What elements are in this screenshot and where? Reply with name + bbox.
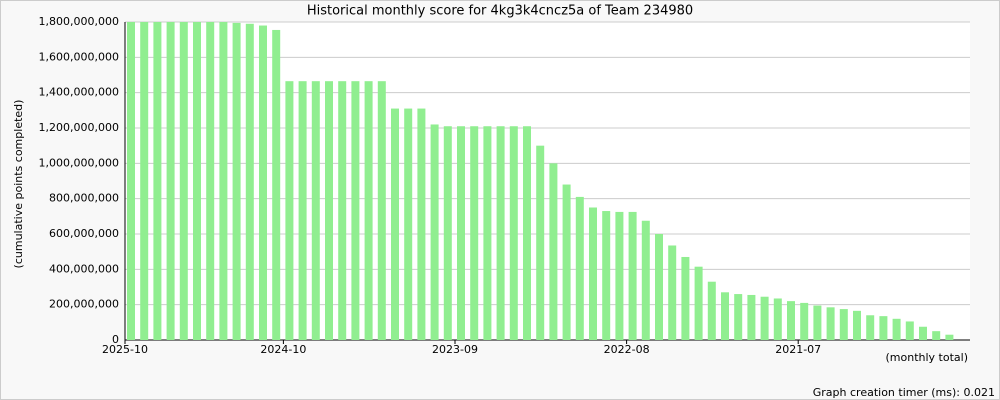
bar xyxy=(417,108,426,340)
bar xyxy=(311,81,320,340)
bar xyxy=(721,292,729,340)
bar xyxy=(391,108,399,340)
bar xyxy=(523,126,531,340)
bar xyxy=(338,81,347,340)
bar xyxy=(773,298,782,340)
y-tick-label: 1,600,000,000 xyxy=(39,50,119,63)
bar xyxy=(536,145,545,340)
bar xyxy=(787,301,795,340)
bar xyxy=(457,126,465,340)
bar xyxy=(866,315,875,340)
bar xyxy=(325,81,333,340)
bar xyxy=(193,22,201,340)
x-tick-label: 2021-07 xyxy=(775,343,821,356)
bar xyxy=(589,207,597,340)
bar xyxy=(734,294,743,340)
bar xyxy=(839,309,848,340)
bar xyxy=(879,316,888,340)
bar xyxy=(219,22,228,340)
bar xyxy=(140,22,149,340)
bar xyxy=(272,29,281,340)
bar xyxy=(602,211,611,340)
y-tick-label: 1,400,000,000 xyxy=(39,86,119,99)
bar xyxy=(826,307,835,340)
bar xyxy=(562,184,571,340)
bar xyxy=(932,331,941,340)
bar xyxy=(747,294,756,340)
bar xyxy=(404,108,413,340)
x-axis-label: (monthly total) xyxy=(886,351,969,364)
bar xyxy=(892,318,901,340)
bar xyxy=(232,22,241,341)
bar xyxy=(443,126,452,340)
y-axis-label: (cumulative points completed) xyxy=(12,100,25,269)
y-tick-label: 1,200,000,000 xyxy=(39,121,119,134)
chart-title: Historical monthly score for 4kg3k4cncz5… xyxy=(307,4,693,19)
bar xyxy=(127,22,135,340)
x-tick-label: 2023-09 xyxy=(432,343,478,356)
bar xyxy=(760,296,769,340)
bar xyxy=(707,281,716,340)
bar xyxy=(549,163,558,340)
y-tick-label: 0 xyxy=(112,333,119,346)
bar xyxy=(628,211,637,340)
bar xyxy=(153,22,162,340)
bar xyxy=(641,220,650,340)
bar xyxy=(259,25,267,341)
bar xyxy=(509,126,518,340)
bar xyxy=(575,196,584,340)
bar xyxy=(245,23,254,341)
x-tick-label: 2025-10 xyxy=(102,343,148,356)
bar xyxy=(483,126,492,340)
bar xyxy=(470,126,479,340)
bar xyxy=(615,211,624,340)
x-tick-label: 2022-08 xyxy=(604,343,650,356)
y-tick-label: 400,000,000 xyxy=(49,262,119,275)
bar xyxy=(206,22,215,340)
bar xyxy=(668,245,677,340)
y-tick-label: 800,000,000 xyxy=(49,192,119,205)
bar xyxy=(853,310,861,340)
footer: Graph creation timer (ms): 0.021 xyxy=(813,386,995,399)
bar xyxy=(298,81,307,340)
y-tick-label: 1,800,000,000 xyxy=(39,15,119,28)
bar xyxy=(800,302,809,340)
bar xyxy=(364,81,373,340)
y-tick-label: 600,000,000 xyxy=(49,227,119,240)
bar xyxy=(166,22,175,340)
bar xyxy=(351,81,360,340)
bar xyxy=(694,266,703,340)
bar xyxy=(945,334,954,340)
bar xyxy=(496,126,505,340)
bar xyxy=(919,326,927,340)
bar xyxy=(905,321,914,340)
y-tick-label: 1,000,000,000 xyxy=(39,156,119,169)
y-tick-label: 200,000,000 xyxy=(49,298,119,311)
bar xyxy=(813,305,822,340)
x-tick-label: 2024-10 xyxy=(260,343,306,356)
bar xyxy=(179,22,188,340)
bar xyxy=(430,124,439,340)
bar xyxy=(377,81,386,340)
bar xyxy=(655,234,663,340)
bar xyxy=(285,81,294,340)
bar xyxy=(681,256,690,340)
